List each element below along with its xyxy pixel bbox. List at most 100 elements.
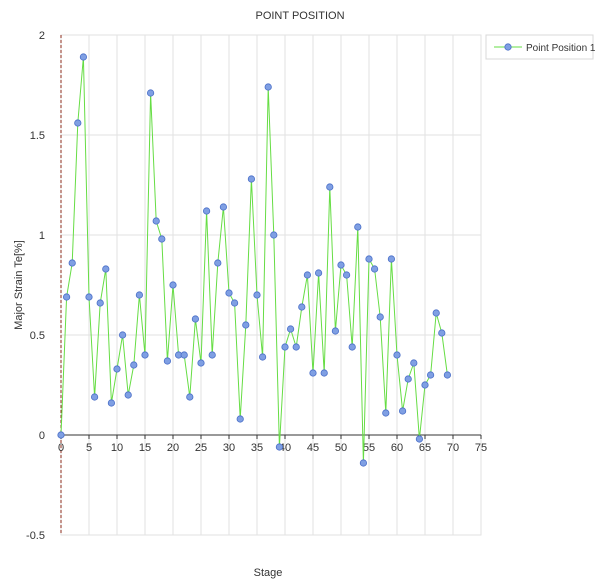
- data-point: [365, 255, 373, 263]
- grid: [61, 34, 482, 535]
- y-axis-title: Major Strain Te[%]: [13, 240, 25, 330]
- data-point: [376, 313, 384, 321]
- data-point: [247, 175, 255, 183]
- data-point: [242, 321, 250, 329]
- legend-marker-sample: [504, 43, 512, 51]
- data-point: [354, 223, 362, 231]
- data-point: [286, 325, 295, 333]
- data-point: [68, 259, 76, 267]
- data-point: [281, 343, 289, 351]
- data-point: [236, 415, 244, 423]
- x-tick-label: 10: [111, 442, 123, 454]
- x-tick-label: 5: [86, 442, 92, 454]
- x-tick-label: 20: [167, 442, 179, 454]
- chart-title: POINT POSITION: [255, 10, 344, 22]
- x-tick-label: 50: [335, 442, 347, 454]
- x-tick-label: 75: [475, 442, 487, 454]
- x-tick-label: 65: [419, 442, 431, 454]
- data-point: [62, 293, 71, 301]
- data-point: [258, 353, 267, 361]
- data-point: [331, 327, 339, 335]
- series-layer: [57, 53, 451, 467]
- data-point: [275, 443, 283, 451]
- data-point: [169, 281, 177, 289]
- data-point: [426, 371, 435, 379]
- data-point: [314, 269, 323, 277]
- data-point: [74, 119, 82, 127]
- data-point: [219, 203, 227, 211]
- data-point: [398, 407, 407, 415]
- y-tick-label: -0.5: [26, 530, 45, 542]
- data-point: [432, 309, 440, 317]
- data-point: [102, 265, 110, 273]
- data-point: [214, 259, 222, 267]
- data-point: [191, 315, 199, 323]
- data-point: [163, 357, 171, 365]
- data-point: [119, 331, 127, 339]
- x-tick-label: 15: [139, 442, 151, 454]
- data-point: [320, 369, 328, 377]
- x-tick-label: 55: [363, 442, 375, 454]
- x-tick-label: 0: [58, 442, 64, 454]
- plot-frame: [60, 34, 482, 536]
- data-point: [152, 217, 160, 225]
- legend-label: Point Position 1: [526, 43, 596, 54]
- series-line: [60, 56, 448, 464]
- data-point: [359, 459, 367, 467]
- data-point: [303, 271, 311, 279]
- plot-area: 0 5 10 15 20 25 30 35 40 45 50 55 60 65 70 75-0.500.511…: [26, 30, 487, 542]
- data-point: [421, 381, 429, 389]
- data-point: [130, 361, 138, 369]
- data-point: [253, 291, 261, 299]
- x-axis-title: Stage: [254, 567, 283, 579]
- data-point: [393, 351, 401, 359]
- data-point: [438, 329, 446, 337]
- data-point: [197, 359, 205, 367]
- data-point: [91, 393, 99, 401]
- data-point: [124, 391, 132, 399]
- x-tick-label: 25: [195, 442, 207, 454]
- data-point: [415, 435, 423, 443]
- data-point: [147, 89, 155, 97]
- x-tick-label: 60: [391, 442, 403, 454]
- data-point: [443, 371, 451, 379]
- data-point: [79, 53, 88, 61]
- data-point: [292, 343, 300, 351]
- y-tick-label: 1.5: [30, 130, 45, 142]
- data-point: [326, 183, 334, 191]
- data-point: [57, 431, 65, 439]
- data-point: [225, 289, 233, 297]
- data-point: [186, 393, 194, 401]
- x-tick-label: 35: [251, 442, 263, 454]
- data-point: [96, 299, 104, 307]
- data-point: [348, 343, 356, 351]
- y-tick-label: 2: [39, 30, 45, 42]
- legend-box: [485, 34, 594, 60]
- data-point: [264, 83, 272, 91]
- data-point: [113, 365, 121, 373]
- y-tick-label: 0.5: [30, 330, 45, 342]
- data-point: [107, 399, 116, 407]
- data-point: [231, 299, 239, 307]
- tick-labels: 0 5 10 15 20 25 30 35 40 45 50 55 60 65 70 75-0.500.511…: [26, 30, 487, 542]
- data-point: [158, 235, 166, 243]
- data-point: [404, 375, 412, 383]
- data-point: [141, 351, 149, 359]
- data-point: [410, 359, 418, 367]
- data-point: [370, 265, 379, 273]
- legend: Point Position 1: [485, 34, 596, 60]
- data-point: [298, 303, 306, 311]
- data-point: [270, 231, 278, 239]
- data-point: [387, 255, 395, 263]
- x-tick-label: 45: [307, 442, 319, 454]
- x-tick-label: 30: [223, 442, 235, 454]
- data-point: [208, 351, 216, 359]
- data-point: [203, 207, 211, 215]
- y-tick-label: 0: [39, 430, 45, 442]
- x-tick-label: 70: [447, 442, 459, 454]
- data-point: [382, 409, 390, 417]
- data-point: [342, 271, 351, 279]
- data-point: [180, 351, 188, 359]
- data-point: [309, 369, 317, 377]
